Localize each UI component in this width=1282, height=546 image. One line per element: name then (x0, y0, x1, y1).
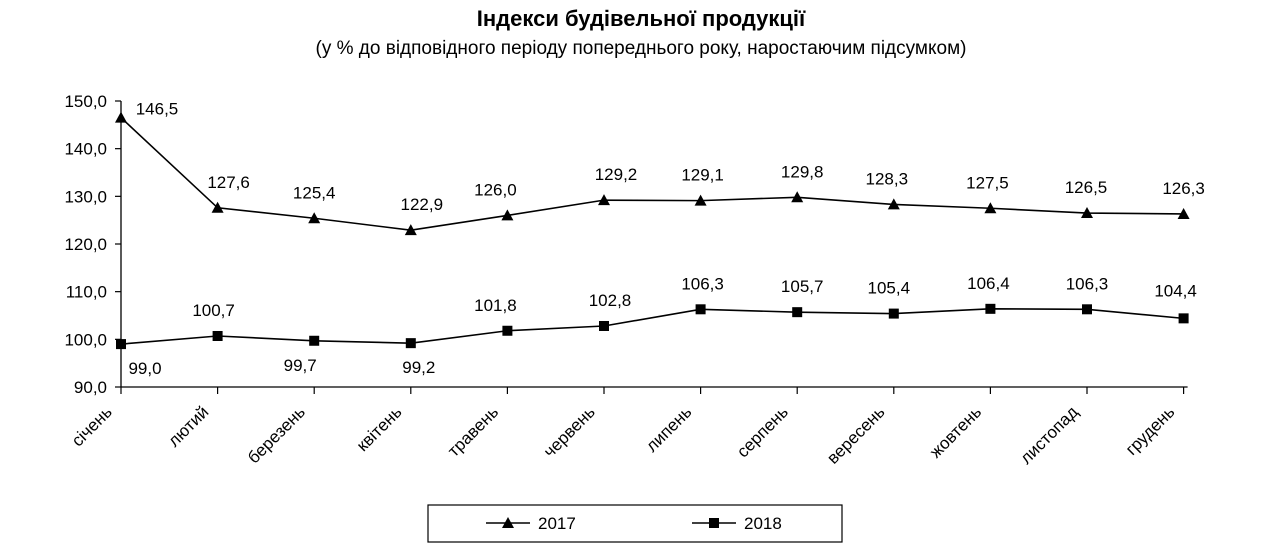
data-point-2018 (502, 325, 513, 336)
data-point-2018 (1178, 313, 1189, 324)
data-point-2018 (309, 335, 320, 346)
chart-subtitle: (у % до відповідного періоду попередньог… (315, 38, 967, 59)
data-point-2017 (791, 191, 804, 203)
data-label-2017: 129,2 (595, 165, 638, 184)
x-category-label: липень (642, 402, 695, 455)
data-label-2017: 129,1 (681, 166, 724, 185)
x-category-label: квітень (353, 402, 406, 455)
legend-label-2018: 2018 (744, 514, 782, 533)
data-label-2018: 99,0 (128, 359, 161, 378)
chart-title: Індекси будівельної продукції (476, 6, 806, 31)
data-point-2018 (212, 330, 223, 341)
data-point-2017 (984, 202, 997, 214)
data-point-2017 (1177, 207, 1190, 219)
data-point-2018 (405, 338, 416, 349)
y-tick-label: 110,0 (66, 283, 107, 302)
data-point-2018 (116, 339, 126, 350)
data-point-2018 (888, 308, 899, 319)
data-label-2018: 106,3 (681, 274, 724, 293)
data-label-2017: 122,9 (401, 195, 444, 214)
legend-marker-2018 (709, 518, 719, 528)
data-label-2017: 127,6 (207, 173, 250, 192)
data-point-2017 (308, 212, 321, 224)
data-point-2017 (694, 194, 707, 206)
data-label-2018: 105,7 (781, 277, 824, 296)
data-point-2018 (1082, 304, 1092, 315)
data-label-2017: 128,3 (866, 169, 909, 188)
y-tick-label: 130,0 (64, 187, 107, 206)
x-category-label: вересень (823, 402, 888, 467)
data-label-2018: 99,2 (402, 358, 435, 377)
x-category-label: лютий (164, 402, 212, 450)
y-tick-label: 140,0 (64, 140, 107, 159)
x-category-label: жовтень (926, 402, 985, 461)
y-tick-label: 90,0 (74, 378, 107, 397)
data-label-2017: 126,0 (474, 180, 517, 199)
legend-marker-2017 (502, 517, 514, 528)
data-label-2018: 99,7 (284, 356, 317, 375)
data-point-2017 (115, 111, 127, 123)
x-category-label: травень (444, 402, 502, 460)
y-tick-label: 150,0 (64, 92, 107, 111)
y-tick-label: 120,0 (64, 235, 107, 254)
data-label-2018: 105,4 (868, 279, 911, 298)
data-point-2017 (1081, 207, 1093, 219)
data-label-2018: 106,4 (967, 274, 1010, 293)
x-category-label: серпень (733, 402, 792, 461)
data-point-2017 (598, 194, 610, 206)
data-point-2017 (404, 224, 417, 236)
data-label-2017: 127,5 (966, 173, 1009, 192)
data-label-2017: 126,3 (1162, 179, 1205, 198)
data-point-2017 (501, 209, 514, 221)
data-label-2017: 126,5 (1065, 178, 1108, 197)
data-label-2018: 104,4 (1154, 281, 1197, 300)
x-category-label: червень (540, 402, 599, 461)
data-point-2018 (985, 303, 996, 314)
data-point-2018 (792, 307, 803, 318)
x-category-label: грудень (1122, 402, 1179, 459)
data-label-2018: 100,7 (192, 301, 235, 320)
data-point-2017 (887, 198, 900, 210)
y-tick-label: 100,0 (64, 330, 107, 349)
x-category-label: березень (244, 402, 309, 467)
data-label-2018: 106,3 (1066, 274, 1109, 293)
x-category-label: листопад (1016, 402, 1081, 467)
data-point-2018 (599, 320, 609, 331)
legend-label-2017: 2017 (538, 514, 576, 533)
data-point-2018 (695, 304, 706, 315)
data-label-2017: 125,4 (293, 183, 336, 202)
series-line-2018 (120, 308, 1184, 345)
data-label-2017: 146,5 (136, 100, 179, 119)
data-label-2018: 101,8 (474, 296, 517, 315)
series-line-2017 (120, 117, 1184, 231)
data-label-2018: 102,8 (589, 291, 632, 310)
data-point-2017 (211, 201, 224, 213)
data-label-2017: 129,8 (781, 162, 824, 181)
x-category-label: січень (68, 402, 116, 450)
